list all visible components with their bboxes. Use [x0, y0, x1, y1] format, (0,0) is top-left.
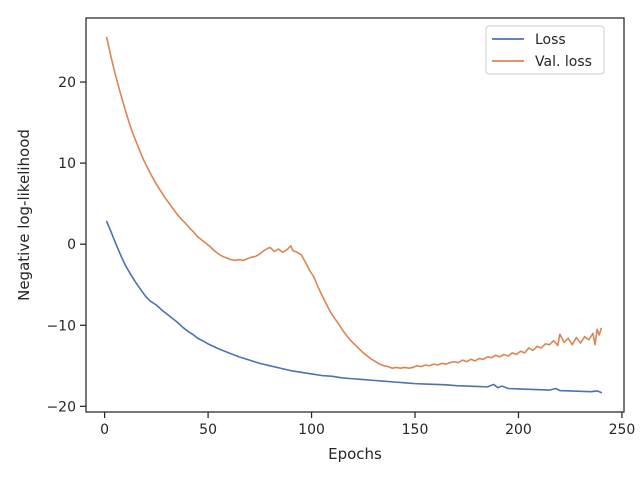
axes-frame [85, 17, 625, 413]
x-tick-label: 250 [609, 422, 636, 438]
plot-area [105, 36, 603, 394]
y-tick-label: 20 [58, 75, 76, 91]
x-tick-label: 150 [402, 422, 429, 438]
y-tick-label: −20 [46, 399, 76, 415]
x-tick-label: 0 [100, 422, 109, 438]
legend-box [485, 25, 605, 75]
legend-label: Val. loss [535, 54, 592, 70]
legend: Loss Val. loss [485, 25, 605, 75]
y-tick-label: 0 [67, 237, 76, 253]
legend-label: Loss [535, 32, 566, 48]
x-tick-label: 100 [298, 422, 325, 438]
x-axis: 0 50 100 150 200 250 [100, 412, 635, 438]
x-tick-label: 200 [505, 422, 532, 438]
y-axis: −20 −10 0 10 20 [46, 75, 86, 415]
series-line-val-loss [105, 36, 603, 370]
x-axis-label: Epochs [328, 445, 382, 463]
y-axis-label: Negative log-likelihood [15, 129, 33, 301]
y-tick-label: 10 [58, 156, 76, 172]
y-tick-label: −10 [46, 318, 76, 334]
series-line-loss [105, 220, 603, 394]
x-tick-label: 50 [199, 422, 217, 438]
